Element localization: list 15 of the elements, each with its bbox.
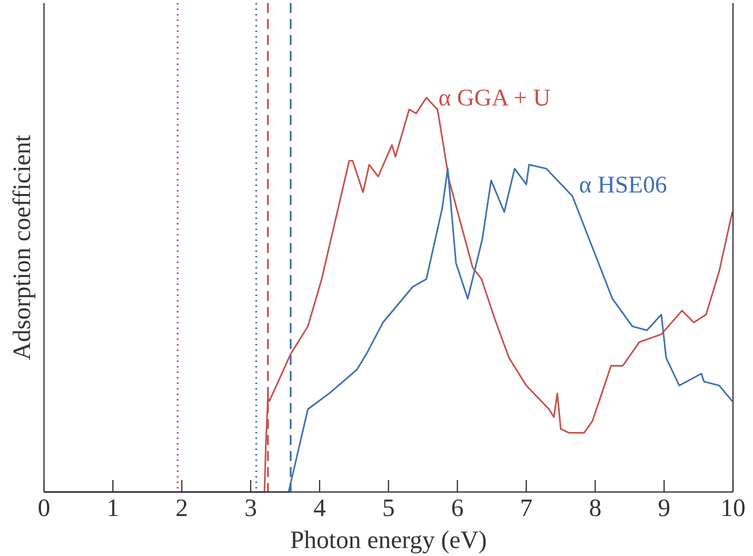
x-tick-label: 10 [720, 495, 746, 522]
series-label: α GGA + U [438, 86, 551, 112]
x-tick-label: 2 [176, 495, 188, 522]
x-tick-label: 4 [313, 495, 326, 522]
series-label: α HSE06 [579, 172, 667, 199]
x-tick-label: 0 [38, 495, 50, 522]
x-tick-label: 8 [588, 495, 602, 522]
x-tick-label: 9 [658, 495, 670, 522]
x-tick-label: 7 [520, 495, 533, 522]
x-tick-label: 3 [244, 495, 257, 522]
x-tick-label: 5 [382, 495, 395, 522]
y-axis-title: Adsorption coefficient [9, 134, 36, 360]
x-axis-title: Photon energy (eV) [290, 527, 487, 554]
x-tick-label: 6 [451, 495, 464, 522]
x-tick-label: 1 [106, 495, 120, 522]
